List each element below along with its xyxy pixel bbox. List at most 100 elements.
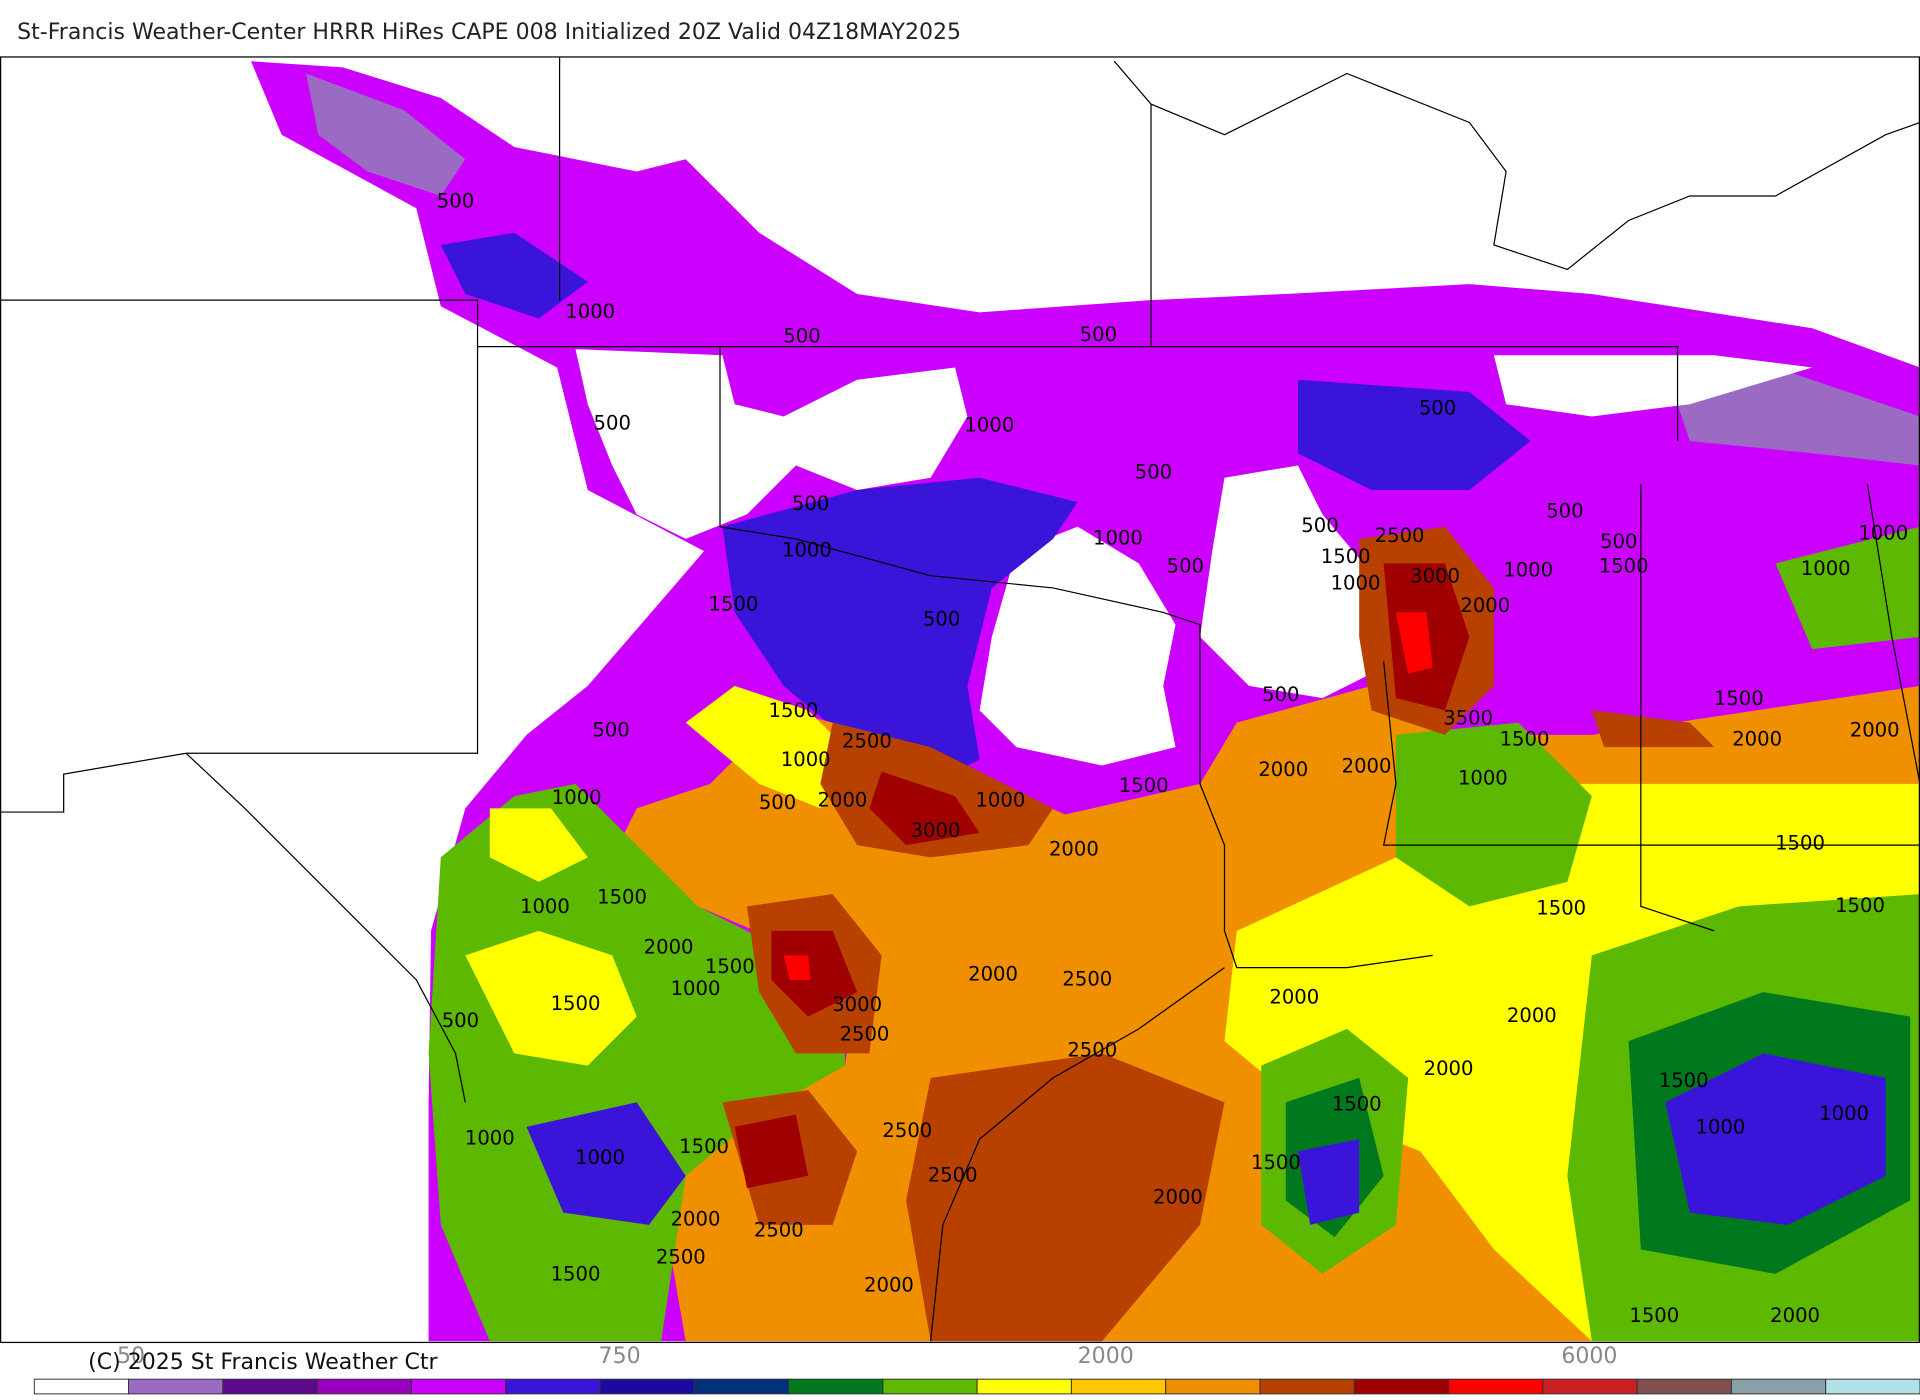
contour-label: 2000 — [671, 1207, 721, 1230]
contour-label: 2000 — [864, 1274, 914, 1297]
contour-label: 2000 — [818, 789, 868, 812]
contour-label: 500 — [592, 719, 629, 742]
colorbar-swatch — [505, 1378, 601, 1395]
contour-label: 1500 — [709, 593, 759, 616]
contour-label: 1000 — [465, 1127, 515, 1150]
contour-label: 1000 — [782, 539, 832, 562]
contour-label: 2500 — [882, 1119, 932, 1142]
colorbar-swatch — [222, 1378, 318, 1395]
contour-label: 1000 — [671, 977, 721, 1000]
cape-field — [0, 56, 1920, 1343]
contour-label: 2500 — [754, 1218, 804, 1241]
contour-label: 1500 — [705, 955, 755, 978]
contour-label: 3000 — [832, 993, 882, 1016]
contour-label: 1500 — [1251, 1151, 1301, 1174]
contour-label: 500 — [759, 791, 796, 814]
contour-label: 2000 — [968, 962, 1018, 985]
contour-label: 3000 — [911, 819, 961, 842]
contour-label: 1500 — [1321, 545, 1371, 568]
colorbar-label: 2000 — [1078, 1344, 1134, 1369]
colorbar-swatch — [316, 1378, 412, 1395]
colorbar-label: 6000 — [1561, 1344, 1617, 1369]
contour-label: 2000 — [1269, 986, 1319, 1009]
contour-label: 2000 — [1049, 838, 1099, 861]
colorbar-swatch — [1542, 1378, 1638, 1395]
colorbar-swatch — [976, 1378, 1072, 1395]
colorbar-swatch — [1070, 1378, 1167, 1395]
contour-label: 1500 — [551, 992, 601, 1015]
contour-label: 2000 — [1850, 719, 1900, 742]
contour-label: 2500 — [1062, 967, 1112, 990]
contour-labels: 500 1000 500 500 500 1000 500 500 500 1000 1000 500… — [437, 190, 1908, 1328]
contour-label: 1000 — [1695, 1116, 1745, 1139]
contour-label: 500 — [1167, 555, 1204, 578]
contour-label: 1500 — [1629, 1304, 1679, 1327]
colorbar-swatch — [1825, 1378, 1920, 1395]
colorbar-swatch — [1448, 1378, 1544, 1395]
colorbar-swatch — [1165, 1378, 1261, 1395]
contour-label: 1500 — [1500, 727, 1550, 750]
contour-label: 500 — [783, 324, 820, 347]
contour-label: 1000 — [565, 300, 615, 323]
contour-label: 2000 — [1258, 758, 1308, 781]
contour-label: 500 — [1262, 683, 1299, 706]
contour-label: 1500 — [1714, 687, 1764, 710]
colorbar-swatch — [1353, 1378, 1450, 1395]
contour-label: 2500 — [1067, 1038, 1117, 1061]
contour-label: 1500 — [1332, 1092, 1382, 1115]
map-title: St-Francis Weather-Center HRRR HiRes CAP… — [17, 20, 961, 45]
contour-label: 1500 — [769, 699, 819, 722]
colorbar-swatch — [599, 1378, 695, 1395]
colorbar-swatch — [693, 1378, 790, 1395]
copyright: (C) 2025 St Francis Weather Ctr — [88, 1350, 438, 1375]
contour-label: 3000 — [1410, 564, 1460, 587]
colorbar-swatch — [33, 1378, 130, 1395]
contour-label: 1000 — [781, 748, 831, 771]
contour-label: 3500 — [1443, 706, 1493, 729]
contour-label: 1500 — [679, 1135, 729, 1158]
contour-label: 1000 — [575, 1146, 625, 1169]
contour-label: 2000 — [1732, 727, 1782, 750]
contour-label: 1000 — [1801, 557, 1851, 580]
contour-label: 1000 — [1458, 767, 1508, 790]
colorbar-swatch — [1259, 1378, 1355, 1395]
contour-label: 500 — [1301, 514, 1338, 537]
colorbar-swatch — [128, 1378, 224, 1395]
contour-label: 2500 — [928, 1163, 978, 1186]
contour-label: 2000 — [644, 936, 694, 959]
contour-label: 2500 — [840, 1022, 890, 1045]
colorbar-swatch — [788, 1378, 884, 1395]
colorbar-label: 50 — [117, 1344, 145, 1369]
contour-label: 1000 — [552, 786, 602, 809]
colorbar: 50 750 2000 6000 — [33, 1344, 1920, 1395]
contour-label: 1000 — [1093, 526, 1143, 549]
contour-label: 500 — [442, 1009, 479, 1032]
contour-label: 2500 — [842, 730, 892, 753]
map-frame — [0, 56, 1920, 1344]
contour-label: 2000 — [1770, 1304, 1820, 1327]
colorbar-swatch — [1730, 1378, 1827, 1395]
contour-label: 1000 — [975, 789, 1025, 812]
contour-label: 500 — [792, 492, 829, 515]
colorbar-swatch — [882, 1378, 978, 1395]
contour-label: 500 — [1080, 323, 1117, 346]
contour-label: 1500 — [1536, 896, 1586, 919]
contour-label: 1500 — [597, 885, 647, 908]
contour-label: 2500 — [1375, 524, 1425, 547]
colorbar-label: 750 — [599, 1344, 641, 1369]
contour-label: 1500 — [1119, 774, 1169, 797]
contour-label: 500 — [1600, 530, 1637, 553]
contour-label: 500 — [594, 411, 631, 434]
contour-label: 1500 — [551, 1263, 601, 1286]
contour-label: 2000 — [1342, 754, 1392, 777]
contour-label: 500 — [1546, 499, 1583, 522]
borders — [0, 57, 1920, 1342]
contour-label: 500 — [1419, 397, 1456, 420]
contour-label: 2000 — [1460, 594, 1510, 617]
contour-label: 500 — [437, 190, 474, 213]
contour-label: 1000 — [1331, 572, 1381, 595]
contour-label: 1000 — [520, 895, 570, 918]
colorbar-swatch — [1636, 1378, 1732, 1395]
